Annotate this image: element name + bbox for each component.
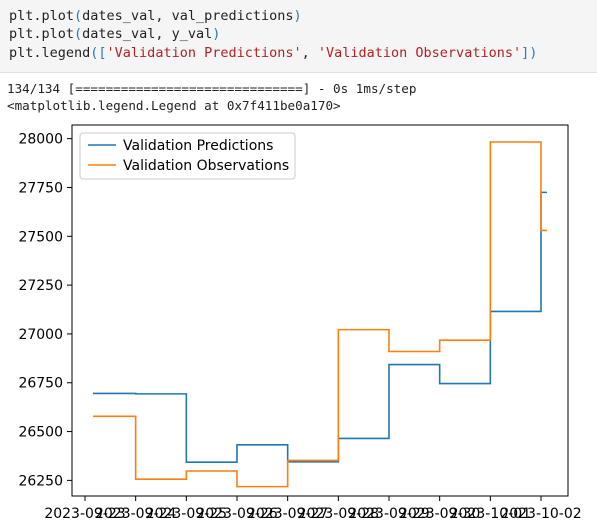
code-line: plt.plot(dates_val, y_val)	[9, 25, 220, 43]
x-tick-label: 2023-09-24	[95, 506, 176, 522]
x-tick-label: 2023-09-25	[146, 506, 227, 522]
y-tick-label: 27000	[18, 327, 63, 343]
code-line: plt.legend(['Validation Predictions', 'V…	[9, 44, 537, 62]
series-layer	[84, 141, 547, 488]
y-tick-label: 28000	[18, 132, 63, 148]
code-token: plt.legend	[9, 45, 91, 61]
code-token: (	[74, 8, 83, 24]
code-token: )	[293, 8, 302, 24]
code-token: plt.plot	[9, 8, 75, 24]
code-token: dates_val, y_val	[82, 26, 213, 42]
x-tick-label: 2023-09-27	[247, 506, 328, 522]
y-axis: 26250 26500 26750 27000 27250 27500 27750 28000	[18, 132, 72, 489]
y-tick-label: 27250	[18, 278, 63, 294]
code-token: ,	[301, 45, 318, 61]
y-tick-label: 26750	[18, 376, 63, 392]
code-token: plt.plot	[9, 26, 75, 42]
y-tick-label: 27750	[18, 180, 63, 196]
y-tick-label: 26250	[18, 473, 63, 489]
legend-label-observations: Validation Observations	[123, 158, 289, 174]
x-tick-label: 2023-10-02	[500, 506, 581, 522]
progress-output: 134/134 [==============================]…	[7, 81, 417, 96]
legend-box	[79, 132, 296, 180]
code-token: ([	[90, 45, 107, 61]
code-token: ])	[521, 45, 538, 61]
x-tick-label: 2023-10-01	[450, 506, 531, 522]
series-line-observations	[93, 141, 547, 488]
code-token: (	[74, 26, 83, 42]
plot-area	[71, 124, 569, 497]
legend-repr-output: <matplotlib.legend.Legend at 0x7f411be0a…	[7, 98, 341, 113]
x-tick-label: 2023-09-29	[348, 506, 429, 522]
x-tick-label: 2023-09-23	[44, 506, 125, 522]
code-cell[interactable]: plt.plot(dates_val, val_predictions) plt…	[0, 0, 597, 73]
code-token: )	[212, 26, 221, 42]
x-tick-label: 2023-09-28	[298, 506, 379, 522]
legend-label-predictions: Validation Predictions	[123, 138, 273, 154]
code-token: 'Validation Predictions'	[106, 45, 302, 61]
line-chart: 26250 26500 26750 27000 27250 27500 27750 28000…	[18, 124, 582, 522]
legend: Validation Predictions Validation Observ…	[79, 132, 296, 180]
x-tick-label: 2023-09-26	[196, 506, 277, 522]
x-axis: 2023-09-232023-09-242023-09-252023-09-26…	[44, 496, 582, 522]
code-token: 'Validation Observations'	[317, 45, 522, 61]
y-tick-label: 27500	[18, 229, 63, 245]
x-tick-label: 2023-09-30	[399, 506, 480, 522]
code-token: dates_val, val_predictions	[82, 8, 294, 24]
y-tick-label: 26500	[18, 425, 63, 441]
code-line: plt.plot(dates_val, val_predictions)	[9, 7, 302, 25]
